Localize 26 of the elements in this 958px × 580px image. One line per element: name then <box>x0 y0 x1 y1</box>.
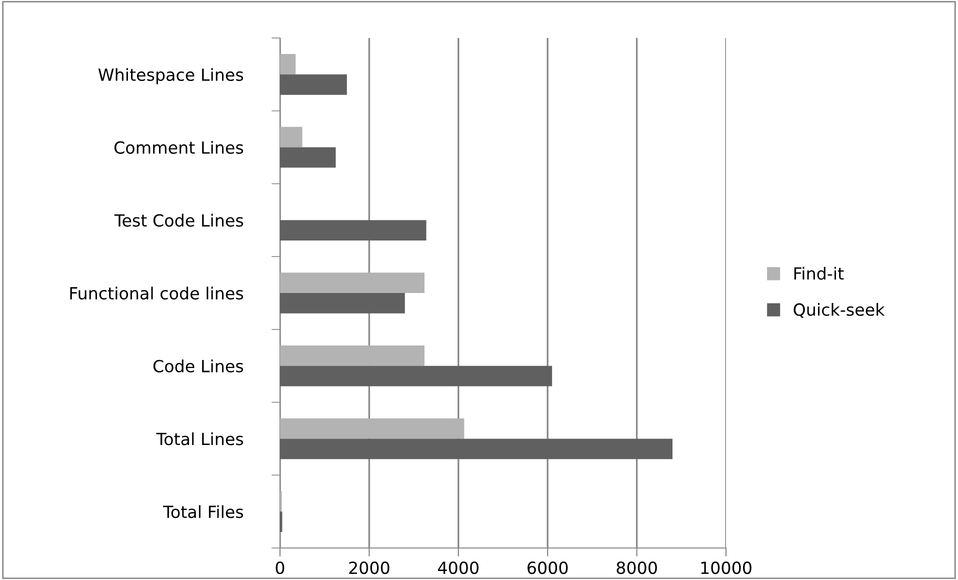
bar <box>280 293 405 314</box>
bar <box>280 366 552 386</box>
x-tick-label: 6000 <box>528 561 568 574</box>
bar <box>280 126 302 148</box>
y-tick-label: Comment Lines <box>114 140 244 154</box>
y-tick-label: Functional code lines <box>70 286 244 300</box>
bar <box>280 418 464 439</box>
legend-label: Find-it <box>794 266 844 280</box>
x-tick-label: 0 <box>276 561 284 574</box>
x-tick-label: 10000 <box>701 561 752 574</box>
y-tick-label: Test Code Lines <box>114 214 244 227</box>
x-tick-label: 2000 <box>349 561 390 574</box>
x-tick-label: 8000 <box>616 561 657 574</box>
legend-label: Quick-seek <box>794 303 885 318</box>
bar <box>280 54 296 74</box>
bar <box>280 147 336 168</box>
x-tick-label: 4000 <box>438 561 478 574</box>
bar <box>280 74 347 95</box>
bar <box>280 438 672 460</box>
bar <box>280 220 426 241</box>
bar <box>280 272 425 293</box>
y-tick-label: Total Files <box>163 505 244 518</box>
y-tick-label: Whitespace Lines <box>98 68 244 84</box>
y-tick-label: Code Lines <box>153 360 244 372</box>
y-tick-label: Total Lines <box>156 432 244 446</box>
bar <box>280 345 425 366</box>
